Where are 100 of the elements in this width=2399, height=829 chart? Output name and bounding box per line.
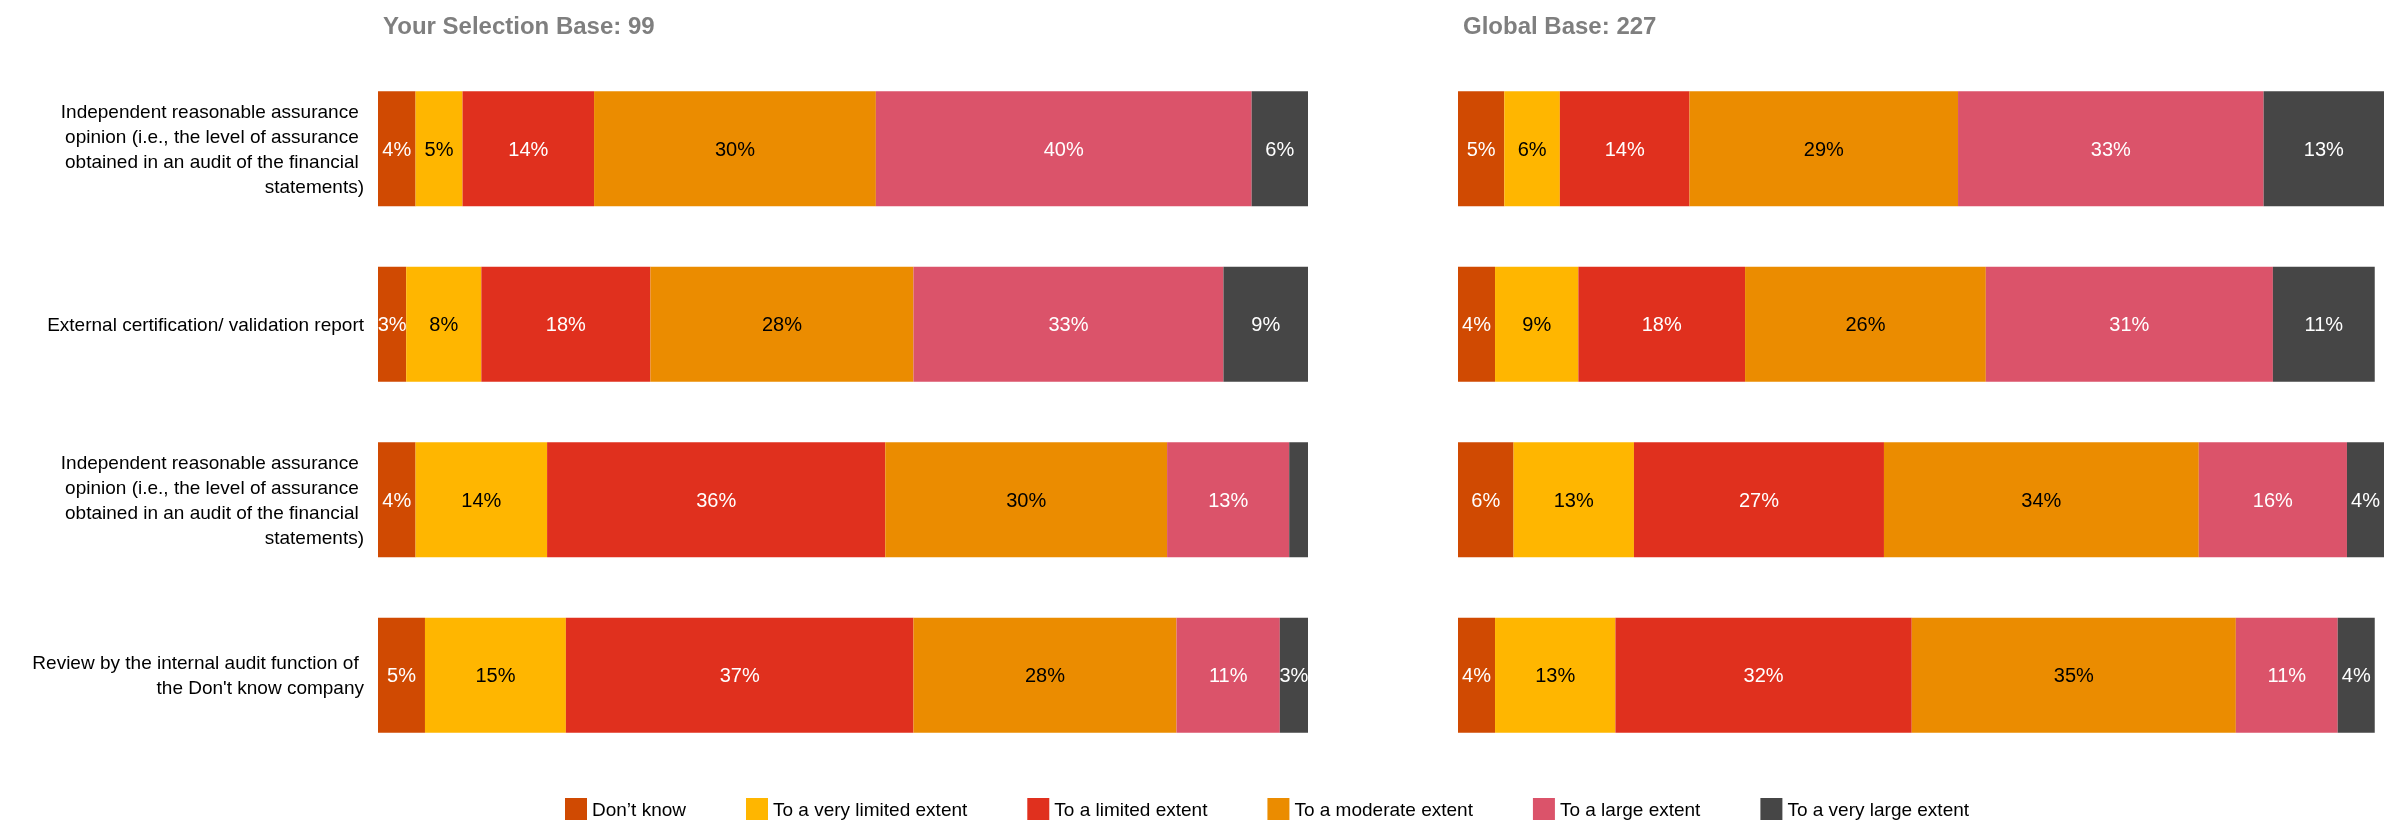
bar: [1883, 442, 2199, 558]
data-label: 4%: [1462, 664, 1492, 687]
bar: [1689, 91, 1959, 207]
data-label: 13%: [1535, 664, 1576, 687]
bar: [875, 91, 1252, 207]
bar: [1504, 91, 1560, 207]
bar: [565, 617, 914, 733]
y-tick-label: External certification/ validation report: [47, 313, 365, 335]
data-label: 11%: [1208, 664, 1248, 687]
y-tick-label: Review by the internal audit function of the Don't know company: [32, 652, 365, 699]
data-label: 35%: [2053, 664, 2095, 687]
bar: [415, 442, 548, 558]
data-label: 15%: [475, 664, 516, 687]
bar: [1458, 266, 1496, 382]
bar: [1513, 442, 1634, 558]
bar: [2346, 442, 2384, 558]
bar: [1495, 266, 1579, 382]
data-label: 36%: [696, 488, 737, 511]
bar: [1458, 442, 1514, 558]
data-label: 4%: [1462, 313, 1492, 336]
data-label: 13%: [1553, 488, 1594, 511]
bar: [2337, 617, 2375, 733]
data-label: 37%: [719, 664, 760, 687]
data-label: 34%: [2021, 488, 2062, 511]
data-label: 33%: [2090, 137, 2132, 160]
bar: [1578, 266, 1746, 382]
data-label: 13%: [1208, 488, 1249, 511]
data-label: 4%: [2341, 664, 2371, 687]
data-label: 33%: [1048, 313, 1089, 336]
data-label: 14%: [508, 137, 549, 160]
legend-label: To a limited extent: [1054, 798, 1209, 820]
data-label: 5%: [424, 137, 454, 160]
data-label: 3%: [1279, 664, 1309, 687]
bar: [378, 91, 416, 207]
bar: [1615, 617, 1912, 733]
bar: [378, 266, 407, 382]
legend-label: Don’t know: [592, 798, 687, 820]
data-label: 4%: [2351, 488, 2381, 511]
bar: [415, 91, 463, 207]
bar: [1958, 91, 2264, 207]
legend-label: To a very large extent: [1787, 798, 1970, 820]
bar: [1985, 266, 2273, 382]
data-label: 11%: [2304, 313, 2344, 336]
data-label: 30%: [1006, 488, 1047, 511]
bar: [378, 617, 425, 733]
chart-title: Global Base: 227: [1463, 11, 1657, 39]
data-label: 9%: [1522, 313, 1552, 336]
bar: [1251, 91, 1308, 207]
legend-label: To a moderate extent: [1294, 798, 1474, 820]
bar: [1495, 617, 1616, 733]
bar: [1458, 91, 1505, 207]
bar: [462, 91, 595, 207]
bar: [406, 266, 482, 382]
data-label: 6%: [1265, 137, 1295, 160]
bar: [1911, 617, 2236, 733]
bar: [2263, 91, 2384, 207]
bar: [547, 442, 886, 558]
bar: [1223, 266, 1308, 382]
data-label: 4%: [382, 137, 412, 160]
legend-label: To a large extent: [1559, 798, 1702, 820]
data-label: 18%: [1641, 313, 1682, 336]
data-label: 14%: [461, 488, 502, 511]
data-label: 40%: [1043, 137, 1084, 160]
data-label: 5%: [1466, 137, 1496, 160]
bar: [594, 91, 876, 207]
bar: [1745, 266, 1986, 382]
data-label: 4%: [382, 488, 412, 511]
bar: [1279, 617, 1308, 733]
bar: [2198, 442, 2347, 558]
y-tick-label: Independent reasonable assurance opinion (i.e., the level of assurance obtained in an audit of the financial statements): [60, 100, 364, 197]
data-label: 5%: [387, 664, 417, 687]
bar: [1559, 91, 1690, 207]
bar: [885, 442, 1168, 558]
bar: [2235, 617, 2338, 733]
data-label: 32%: [1743, 664, 1784, 687]
bar: [913, 266, 1224, 382]
data-label: 8%: [429, 313, 459, 336]
bar: [1289, 442, 1308, 558]
data-label: 31%: [2109, 313, 2150, 336]
data-label: 27%: [1738, 488, 1780, 511]
bar: [1633, 442, 1884, 558]
data-label: 30%: [714, 137, 756, 160]
data-label: 26%: [1845, 313, 1886, 336]
bar: [2272, 266, 2375, 382]
chart-title: Your Selection Base: 99: [383, 11, 655, 39]
data-label: 29%: [1803, 137, 1844, 160]
bar: [650, 266, 914, 382]
data-label: 6%: [1517, 137, 1547, 160]
data-label: 28%: [1024, 664, 1066, 687]
bar: [913, 617, 1177, 733]
bar: [378, 442, 416, 558]
data-label: 13%: [2303, 137, 2345, 160]
data-label: 3%: [377, 313, 407, 336]
bar: [481, 266, 651, 382]
data-label: 18%: [545, 313, 587, 336]
data-label: 11%: [2267, 664, 2307, 687]
data-label: 6%: [1471, 488, 1501, 511]
legend-label: To a very limited extent: [772, 798, 969, 820]
data-label: 28%: [761, 313, 803, 336]
bar: [1167, 442, 1290, 558]
